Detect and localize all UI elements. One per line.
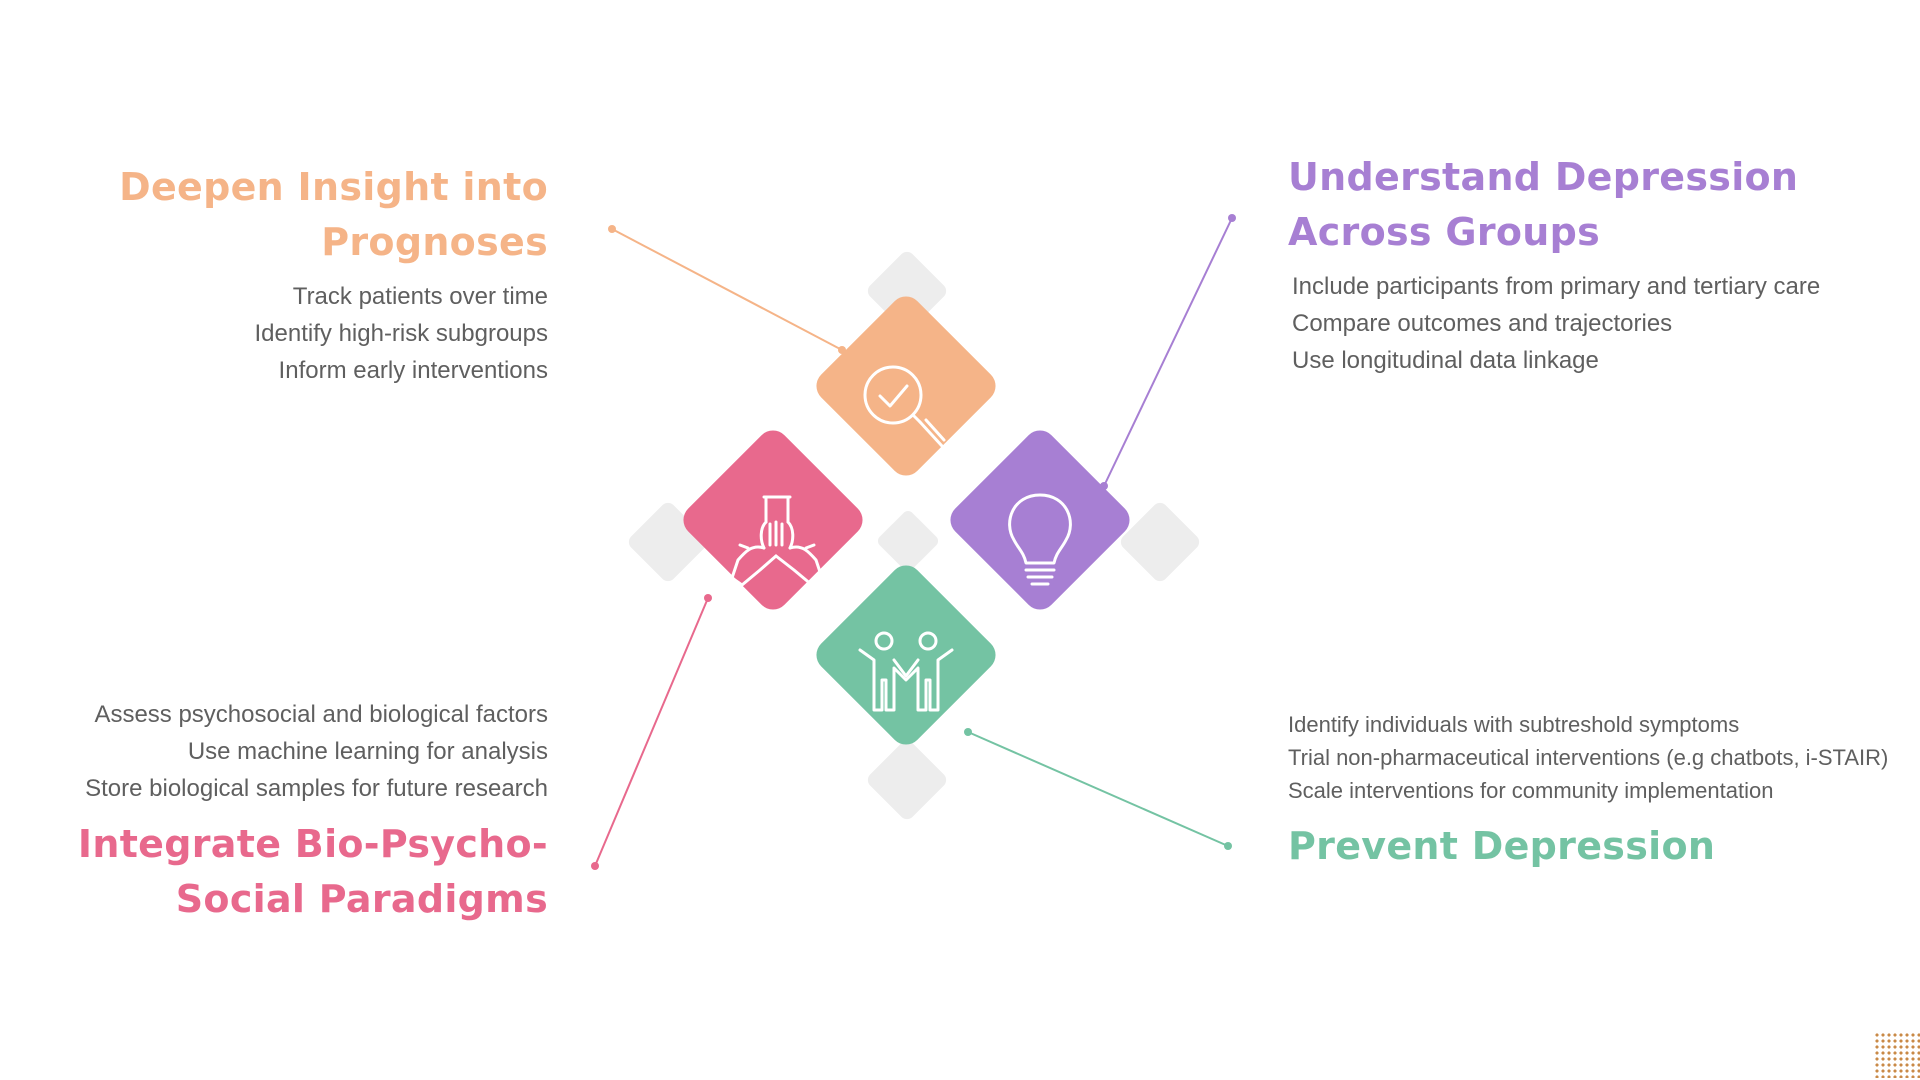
- shadow-diamond-bottom: [867, 740, 947, 820]
- bullet-list: Assess psychosocial and biological facto…: [78, 696, 548, 807]
- block-title: Prevent Depression: [1288, 819, 1888, 874]
- list-item: Store biological samples for future rese…: [85, 775, 548, 802]
- list-item: Use machine learning for analysis: [187, 738, 548, 765]
- title-line-2: Prognoses: [321, 220, 548, 264]
- decorative-dot-grid: [1874, 1032, 1920, 1078]
- title-line-1: Deepen Insight into: [119, 165, 548, 209]
- bullet-list: Track patients over time Identify high-r…: [119, 278, 548, 389]
- list-item: Inform early interventions: [278, 357, 548, 384]
- title-line-1: Prevent Depression: [1288, 824, 1716, 868]
- title-line-1: Integrate Bio-Psycho-: [77, 822, 548, 866]
- list-item: Identify individuals with subtreshold sy…: [1288, 712, 1740, 737]
- list-item: Compare outcomes and trajectories: [1292, 310, 1673, 337]
- two-people-icon: [858, 631, 954, 712]
- list-item: Track patients over time: [292, 283, 548, 310]
- lightbulb-icon: [1008, 493, 1072, 586]
- connector-bottom-right: [964, 728, 1232, 850]
- list-item: Scale interventions for community implem…: [1288, 778, 1774, 803]
- connector-bottom-left: [591, 594, 712, 870]
- shadow-diamond-right: [1120, 502, 1200, 582]
- block-title: Deepen Insight into Prognoses: [119, 160, 548, 270]
- diamond-purple: [950, 430, 1130, 610]
- hands-together-icon: [730, 495, 824, 587]
- connector-top-left: [608, 225, 846, 354]
- bullet-list: Identify individuals with subtreshold sy…: [1288, 708, 1888, 807]
- connector-top-right: [1100, 214, 1236, 490]
- bullet-list: Include participants from primary and te…: [1292, 268, 1820, 379]
- title-line-1: Understand Depression: [1288, 155, 1799, 199]
- block-integrate-bio-psycho-social: Assess psychosocial and biological facto…: [78, 696, 548, 927]
- list-item: Use longitudinal data linkage: [1292, 347, 1599, 374]
- list-item: Trial non-pharmaceutical interventions (…: [1288, 745, 1889, 770]
- block-prevent-depression: Identify individuals with subtreshold sy…: [1288, 708, 1888, 874]
- shadow-diamond-center: [877, 510, 939, 572]
- block-title: Understand Depression Across Groups: [1288, 150, 1820, 260]
- title-line-2: Across Groups: [1288, 210, 1601, 254]
- list-item: Identify high-risk subgroups: [254, 320, 548, 347]
- magnifier-check-icon: [863, 365, 946, 448]
- diamond-pink: [683, 430, 863, 610]
- block-deepen-insight: Deepen Insight into Prognoses Track pati…: [119, 160, 548, 389]
- title-line-2: Social Paradigms: [175, 877, 548, 921]
- list-item: Include participants from primary and te…: [1292, 273, 1821, 300]
- block-title: Integrate Bio-Psycho- Social Paradigms: [78, 817, 548, 927]
- diamond-green: [816, 565, 996, 745]
- block-understand-depression: Understand Depression Across Groups Incl…: [1288, 150, 1820, 379]
- list-item: Assess psychosocial and biological facto…: [94, 701, 548, 728]
